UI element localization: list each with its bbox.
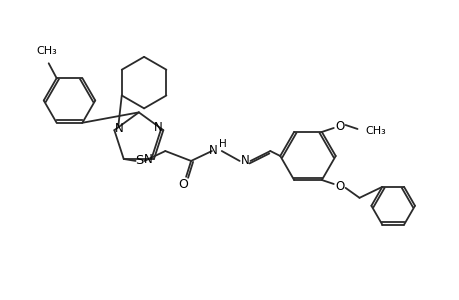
Text: S: S xyxy=(135,154,144,167)
Text: O: O xyxy=(334,180,344,194)
Text: CH₃: CH₃ xyxy=(364,126,386,136)
Text: O: O xyxy=(334,119,344,133)
Text: N: N xyxy=(208,143,217,157)
Text: N: N xyxy=(115,122,123,135)
Text: CH₃: CH₃ xyxy=(36,46,57,56)
Text: N: N xyxy=(154,121,162,134)
Text: H: H xyxy=(218,139,226,149)
Text: O: O xyxy=(178,178,188,191)
Text: N: N xyxy=(241,154,249,167)
Text: N: N xyxy=(143,153,152,167)
